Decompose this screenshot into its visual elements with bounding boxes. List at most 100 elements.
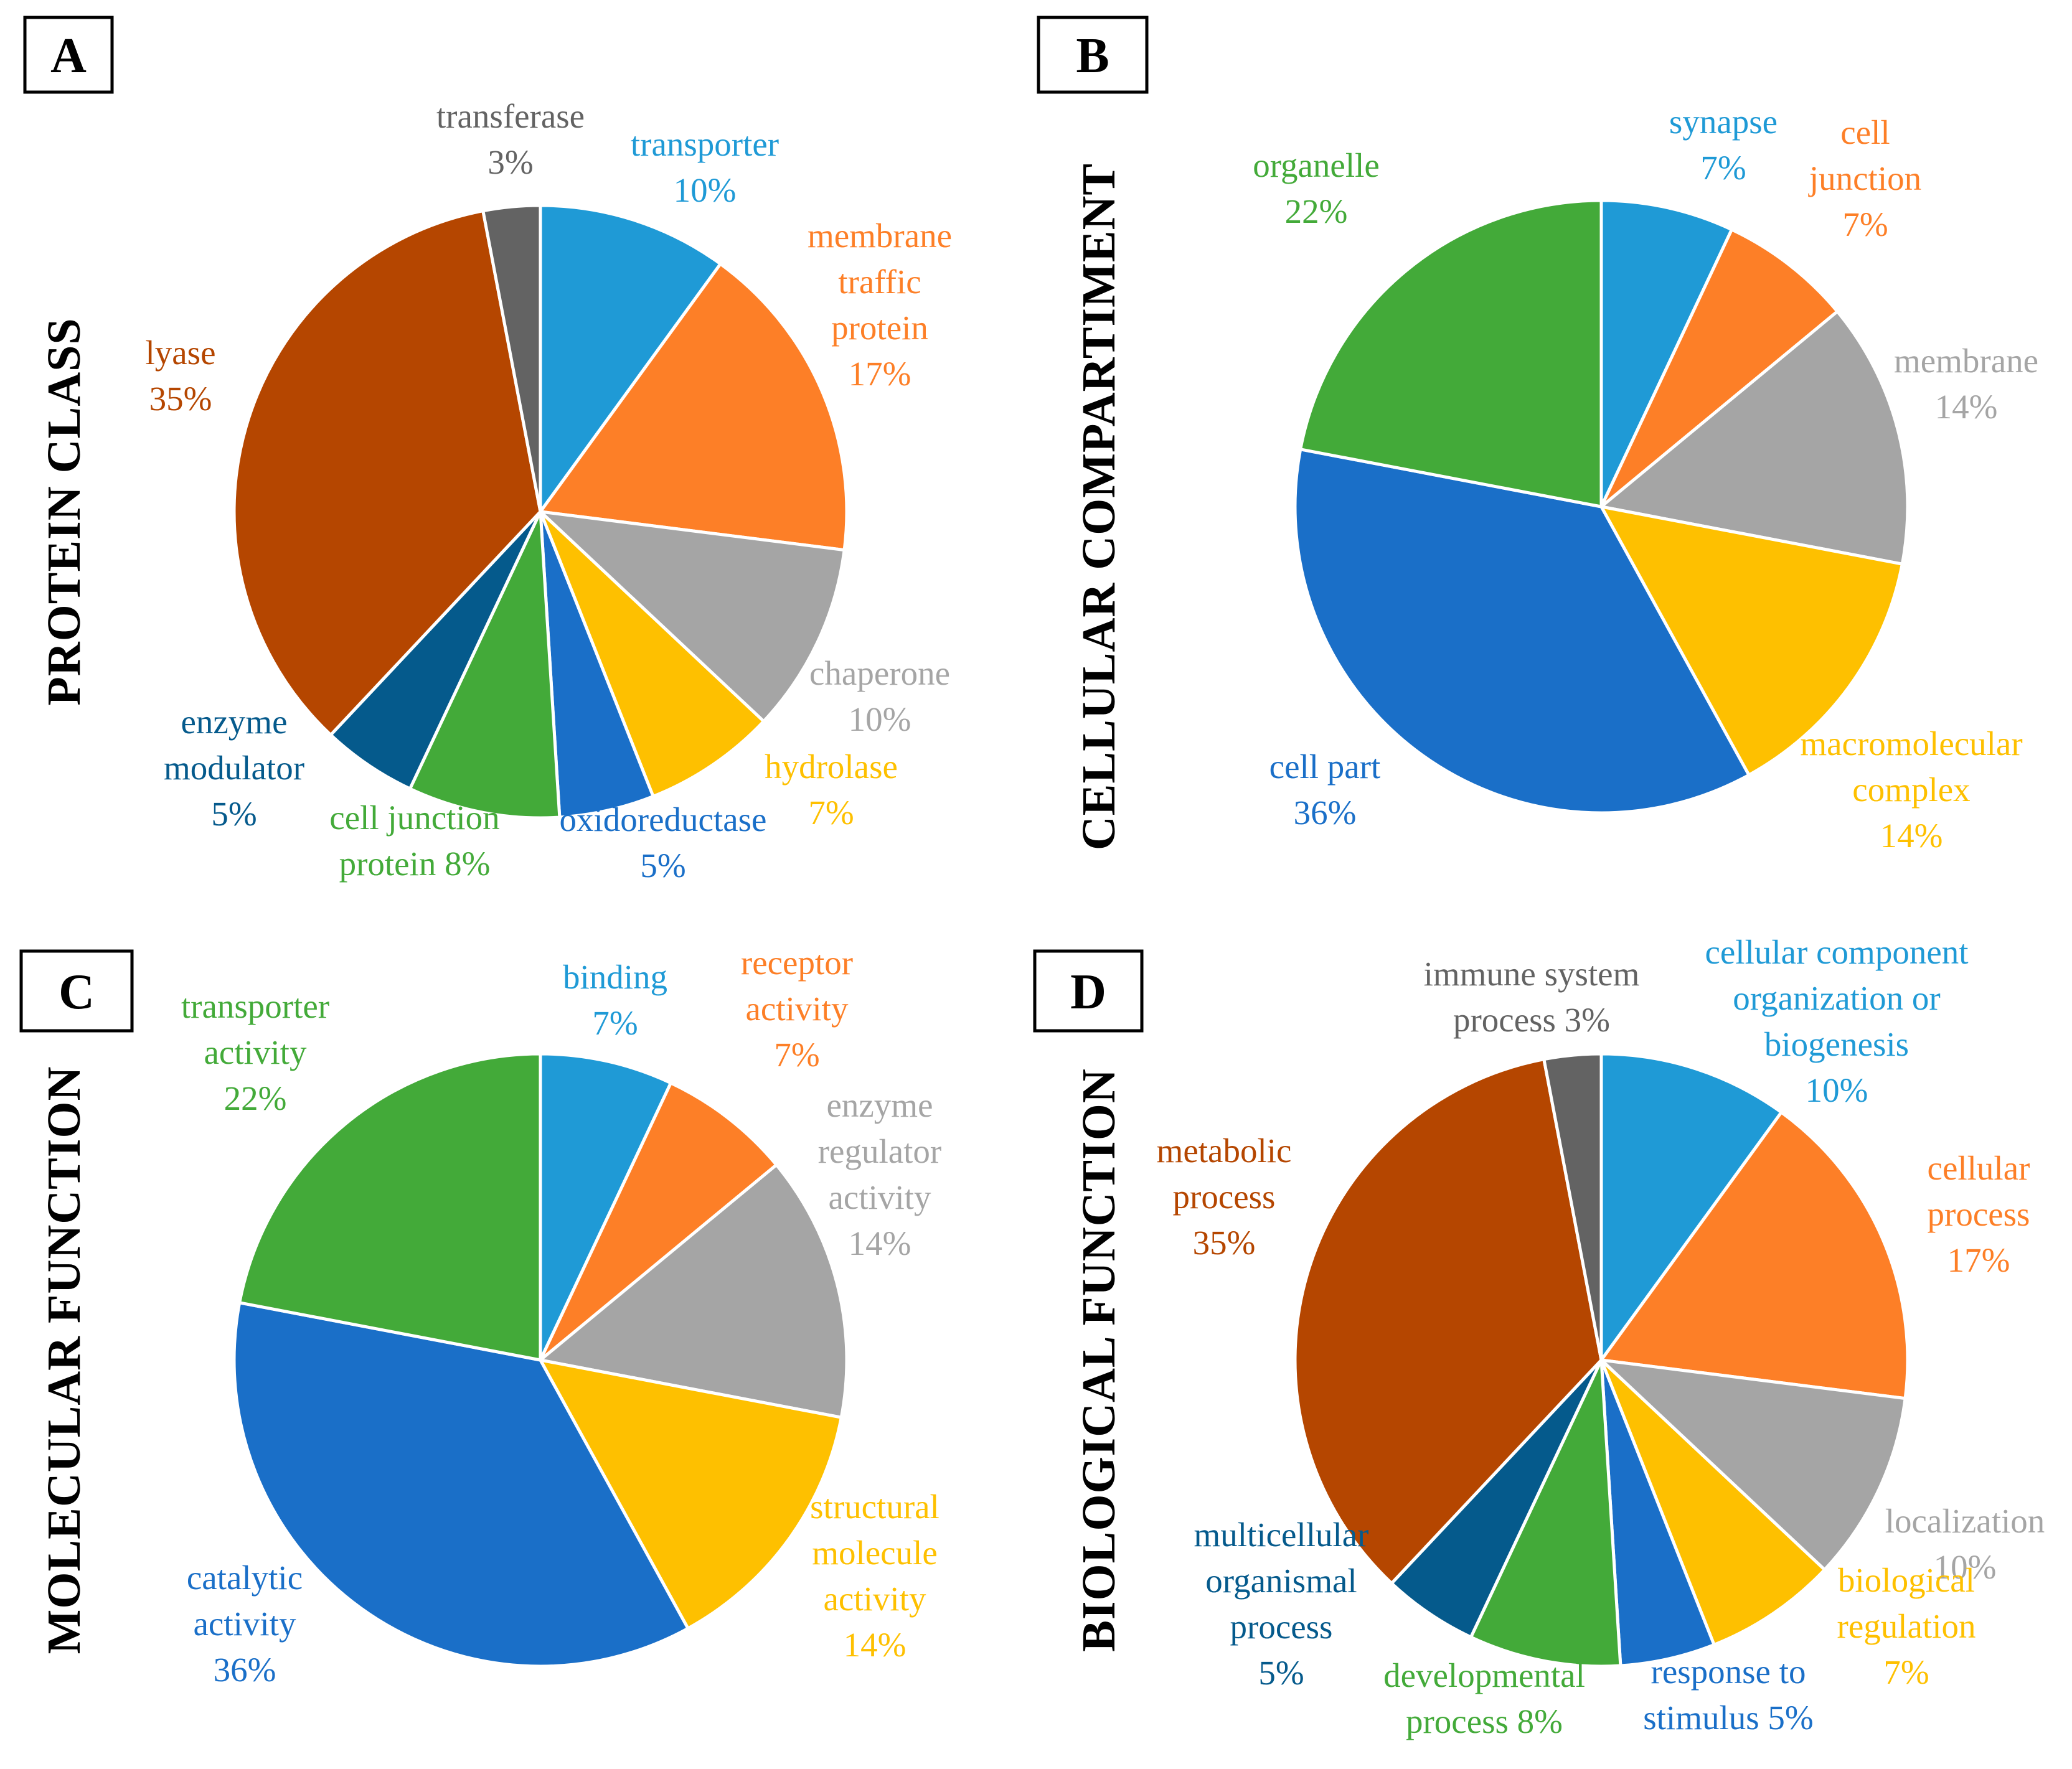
panel-letter-box xyxy=(1037,16,1149,94)
slice-label-line: 5% xyxy=(640,847,685,884)
pie-slice-membrane xyxy=(1598,309,1910,566)
slice-label-line: 14% xyxy=(1880,817,1943,855)
slice-label-line: activity xyxy=(194,1605,296,1643)
slice-label-line: developmental xyxy=(1383,1656,1585,1694)
slice-label-enzyme-modulator: enzyme modulator 5% xyxy=(164,703,304,833)
slice-label-line: process 3% xyxy=(1453,1001,1610,1039)
slice-label-line: 7% xyxy=(808,794,854,832)
slice-label-macromolecular-complex: macromolecular complex 14% xyxy=(1800,725,2022,855)
pie-slice-receptor-activity xyxy=(539,1081,779,1361)
slice-label-cell-junction: cell junction 7% xyxy=(1808,113,1921,243)
slice-label-line: 36% xyxy=(1294,794,1357,832)
slice-label-line: activity xyxy=(204,1033,307,1071)
pie-panel-a: transporter 10% membrane traffic protein 17% c… xyxy=(23,16,952,884)
panel-letter: D xyxy=(1070,965,1106,1020)
pie-slice-immune-system-process xyxy=(1542,1052,1603,1361)
panel-letter: B xyxy=(1076,29,1109,83)
slice-label-line: stimulus 5% xyxy=(1643,1699,1814,1737)
slice-label-line: process xyxy=(1230,1608,1333,1646)
slice-label-line: 14% xyxy=(1935,388,1998,426)
pie-slice-response-to-stimulus xyxy=(1599,1359,1716,1668)
slice-label-line: 14% xyxy=(844,1626,906,1664)
slice-label-line: 7% xyxy=(1700,149,1746,187)
slice-label-line: macromolecular xyxy=(1800,725,2022,762)
slice-label-immune-system-process: immune system process 3% xyxy=(1424,955,1640,1039)
chart-title: BIOLOGICAL FUNCTION xyxy=(1073,1068,1125,1652)
slice-label-line: organelle xyxy=(1253,146,1380,184)
pie-slice-localization xyxy=(1596,1358,1907,1572)
slice-label-line: protein xyxy=(831,309,928,347)
pie-slice-cell-part xyxy=(1293,447,1751,815)
pie-slice-organelle xyxy=(1298,199,1603,509)
slice-label-line: chaperone xyxy=(809,654,950,692)
pie-slice-oxidoreductase xyxy=(539,511,656,819)
slice-label-line: 17% xyxy=(1947,1241,2010,1279)
pie-slice-transporter xyxy=(539,204,723,517)
slice-label-line: enzyme xyxy=(181,703,287,741)
pie-slice-enzyme-regulator-activity xyxy=(537,1162,849,1420)
pie-slice-synapse xyxy=(1599,199,1734,508)
slice-label-multicellular-organismal-process: multicellular organismal process 5% xyxy=(1194,1516,1368,1692)
slice-label-line: membrane xyxy=(808,217,952,255)
pie-slice-biological-regulation xyxy=(1599,1359,1827,1647)
slice-label-line: 10% xyxy=(1806,1071,1868,1109)
pie-slice-metabolic-process xyxy=(1293,1057,1603,1586)
slice-label-line: lyase xyxy=(145,334,215,372)
slice-label-line: traffic xyxy=(838,263,921,301)
slice-label-line: multicellular xyxy=(1194,1516,1368,1554)
pie-panel-c: binding 7%receptor activity 7%enzyme regulat… xyxy=(19,944,941,1689)
slice-label-line: 17% xyxy=(849,355,911,393)
slice-label-line: 7% xyxy=(592,1004,638,1042)
slice-label-line: 7% xyxy=(774,1036,819,1074)
slice-label-line: biogenesis xyxy=(1764,1025,1909,1063)
pie-slice-transferase xyxy=(481,204,542,512)
slice-label-lyase: lyase 35% xyxy=(145,334,215,418)
slice-label-line: hydrolase xyxy=(765,748,898,786)
slice-label-line: 7% xyxy=(1883,1653,1929,1691)
slice-label-chaperone: chaperone 10% xyxy=(809,654,950,738)
slice-label-line: 10% xyxy=(1934,1548,1997,1586)
pie-panel-d: cellular component organization or biogene… xyxy=(1033,933,2045,1740)
pie-slice-developmental-process xyxy=(1469,1359,1622,1668)
slice-label-binding: binding 7% xyxy=(563,958,667,1042)
slice-label-response-to-stimulus: response to stimulus 5% xyxy=(1643,1653,1814,1737)
slice-label-line: cell junction xyxy=(329,799,499,837)
slice-label-line: 14% xyxy=(849,1224,911,1262)
slice-label-organelle: organelle 22% xyxy=(1253,146,1380,230)
chart-title: CELLULAR COMPARTIMENT xyxy=(1073,163,1125,850)
slice-label-localization: localization 10% xyxy=(1885,1502,2045,1586)
slice-label-line: regulation xyxy=(1837,1607,1976,1645)
slice-label-line: synapse xyxy=(1669,103,1778,141)
slice-label-line: binding xyxy=(563,958,667,996)
slice-label-line: 22% xyxy=(1285,192,1348,230)
pie-slice-cell-junction xyxy=(1599,227,1840,508)
slice-label-line: cellular xyxy=(1928,1149,2030,1187)
slice-label-transporter: transporter 10% xyxy=(631,125,779,209)
slice-label-line: immune system xyxy=(1424,955,1640,993)
slice-label-line: 5% xyxy=(211,795,257,833)
slice-label-line: process xyxy=(1173,1178,1276,1216)
slice-label-line: 35% xyxy=(1193,1224,1256,1262)
slice-label-line: cell xyxy=(1840,113,1890,151)
slice-label-line: 3% xyxy=(487,143,533,181)
slice-label-line: 36% xyxy=(214,1651,276,1689)
pie-slice-lyase xyxy=(232,209,542,738)
slice-label-line: localization xyxy=(1885,1502,2045,1540)
pie-panel-b: synapse 7%cell junction 7%membrane 14%macrom… xyxy=(1037,16,2038,855)
slice-label-line: organization or xyxy=(1733,979,1940,1017)
pie-slice-macromolecular-complex xyxy=(1598,504,1905,777)
slice-label-line: enzyme xyxy=(826,1086,933,1124)
pie-slice-cellular-component-organization-or-biogenesis xyxy=(1599,1052,1784,1365)
slice-label-line: protein 8% xyxy=(339,845,491,883)
slice-label-transporter-activity: transporter activity 22% xyxy=(181,987,329,1117)
slice-label-cellular-process: cellular process 17% xyxy=(1928,1149,2030,1279)
pie-slice-hydrolase xyxy=(539,510,766,799)
slice-label-membrane-traffic-protein: membrane traffic protein 17% xyxy=(808,217,952,393)
panel-letter-box xyxy=(23,16,114,94)
slice-label-line: 22% xyxy=(224,1079,287,1117)
slice-label-line: membrane xyxy=(1894,342,2038,380)
slice-label-receptor-activity: receptor activity 7% xyxy=(741,944,853,1074)
pie-slice-catalytic-activity xyxy=(232,1300,690,1668)
panel-letter-box xyxy=(1033,949,1144,1033)
slice-label-line: activity xyxy=(829,1178,931,1216)
